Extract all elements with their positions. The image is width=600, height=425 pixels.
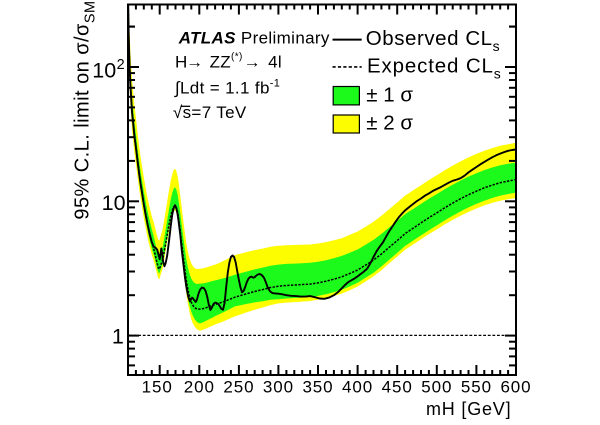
- svg-text:200: 200: [184, 378, 215, 397]
- svg-text:10: 10: [102, 191, 126, 215]
- svg-text:2: 2: [117, 57, 125, 73]
- svg-text:± 2 σ: ± 2 σ: [366, 112, 413, 135]
- svg-text:150: 150: [142, 378, 173, 397]
- svg-text:250: 250: [223, 378, 254, 397]
- svg-text:1: 1: [112, 324, 124, 348]
- svg-text:500: 500: [421, 378, 452, 397]
- svg-text:300: 300: [263, 378, 294, 397]
- svg-text:400: 400: [342, 378, 373, 397]
- svg-text:± 1 σ: ± 1 σ: [366, 84, 413, 107]
- svg-text:550: 550: [461, 378, 492, 397]
- svg-text:H→ ZZ(*)→ 4l: H→ ZZ(*)→ 4l: [175, 52, 282, 72]
- svg-text:√s=7 TeV: √s=7 TeV: [173, 103, 247, 122]
- svg-text:Observed CLs: Observed CLs: [366, 27, 500, 54]
- svg-text:600: 600: [500, 378, 531, 397]
- svg-text:450: 450: [382, 378, 413, 397]
- svg-text:10: 10: [92, 59, 116, 83]
- svg-text:∫Ldt = 1.1 fb-1: ∫Ldt = 1.1 fb-1: [174, 78, 280, 98]
- svg-text:350: 350: [302, 378, 333, 397]
- svg-text:mH [GeV]: mH [GeV]: [426, 399, 511, 419]
- svg-text:ATLAS Preliminary: ATLAS Preliminary: [178, 28, 330, 47]
- svg-text:Expected CLs: Expected CLs: [367, 55, 502, 82]
